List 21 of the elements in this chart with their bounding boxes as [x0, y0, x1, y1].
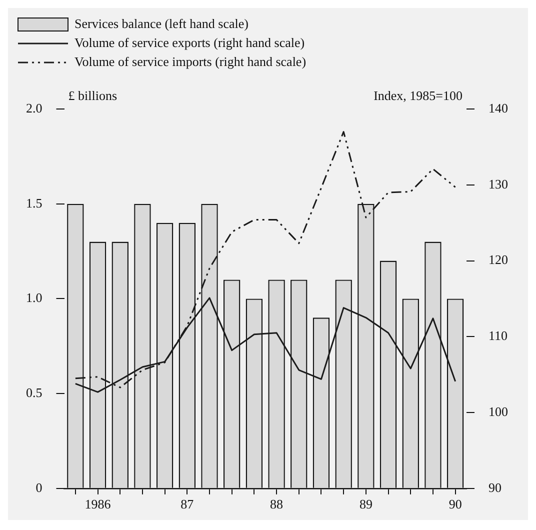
y2-tick-label: 140 [488, 100, 508, 116]
x-tick-label: 88 [270, 496, 284, 512]
x-tick-label: 1986 [84, 496, 112, 512]
x-tick-label: 90 [448, 496, 462, 512]
y-tick-label: 1.5 [26, 195, 42, 210]
y2-axis-title: Index, 1985=100 [374, 88, 462, 103]
y2-tick-label: 130 [488, 176, 508, 192]
legend-label: Volume of service imports (right hand scale) [74, 54, 306, 69]
x-tick-label: 87 [180, 496, 194, 512]
x-tick-label: 89 [359, 496, 372, 512]
y-tick-label: 0 [36, 480, 42, 495]
y2-tick-label: 110 [488, 328, 508, 344]
y2-tick-label: 100 [488, 404, 508, 419]
legend-label: Volume of service exports (right hand scale) [74, 34, 305, 50]
y-tick-label: 0.5 [26, 384, 42, 400]
y-axis-title: £ billions [68, 88, 118, 103]
legend-label: Services balance (left hand scale) [74, 16, 248, 31]
y-tick-label: 2.0 [26, 100, 42, 116]
y2-tick-label: 120 [488, 252, 508, 268]
y2-tick-label: 90 [488, 480, 502, 495]
y-tick-label: 1.0 [26, 290, 42, 306]
